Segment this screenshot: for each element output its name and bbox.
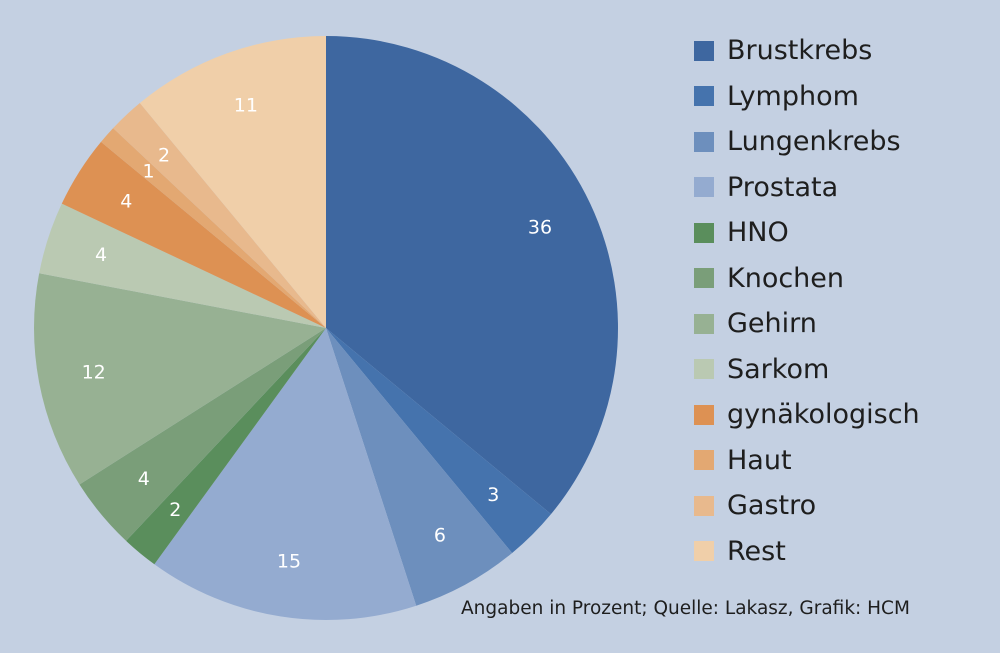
legend-swatch — [694, 222, 714, 243]
legend-item-10: Gastro — [694, 483, 920, 529]
slice-value-label-9: 1 — [143, 161, 155, 183]
legend-label: Lungenkrebs — [727, 126, 901, 158]
legend-item-3: Prostata — [694, 165, 920, 211]
pie-slice-5 — [79, 328, 327, 541]
legend-item-1: Lymphom — [694, 74, 920, 120]
legend-label: HNO — [727, 217, 789, 249]
source-note: Angaben in Prozent; Quelle: Lakasz, Graf… — [461, 598, 910, 619]
legend-item-9: Haut — [694, 438, 920, 484]
legend-swatch — [694, 86, 714, 107]
legend-swatch — [694, 268, 714, 289]
legend-swatch — [694, 131, 714, 152]
legend-swatch — [694, 404, 714, 425]
legend-swatch — [694, 359, 714, 380]
legend: Brustkrebs Lymphom Lungenkrebs Prostata HNO K… — [694, 28, 920, 574]
legend-swatch — [694, 450, 714, 471]
legend-item-11: Rest — [694, 529, 920, 575]
legend-swatch — [694, 495, 714, 516]
legend-label: Gastro — [727, 490, 817, 522]
legend-swatch — [694, 541, 714, 562]
legend-item-2: Lungenkrebs — [694, 119, 920, 165]
legend-item-0: Brustkrebs — [694, 28, 920, 74]
pie-slice-1 — [326, 328, 551, 553]
slice-value-label-10: 2 — [158, 145, 170, 167]
slice-value-label-1: 3 — [487, 484, 499, 506]
pie-slice-3 — [154, 328, 417, 620]
pie-slice-6 — [33, 273, 326, 485]
slice-value-label-6: 12 — [82, 361, 106, 383]
legend-item-6: Gehirn — [694, 301, 920, 347]
legend-label: Gehirn — [727, 308, 817, 340]
pie-slice-9 — [101, 128, 326, 328]
pie-slice-0 — [326, 36, 618, 515]
slice-value-label-0: 36 — [528, 216, 552, 238]
slice-value-label-7: 4 — [95, 244, 107, 266]
slice-value-label-3: 15 — [277, 551, 301, 573]
legend-swatch — [694, 177, 714, 198]
legend-label: Sarkom — [727, 353, 830, 385]
legend-label: Lymphom — [727, 80, 859, 112]
legend-label: Knochen — [727, 262, 845, 294]
legend-label: Brustkrebs — [727, 35, 873, 67]
pie-slice-7 — [39, 203, 327, 328]
pie-slice-4 — [126, 328, 326, 565]
pie-slice-8 — [61, 141, 327, 328]
pie-slice-2 — [326, 328, 513, 606]
pie-slice-11 — [139, 36, 326, 328]
legend-item-7: Sarkom — [694, 347, 920, 393]
legend-item-8: gynäkologisch — [694, 392, 920, 438]
slice-value-label-5: 4 — [138, 468, 150, 490]
legend-label: Haut — [727, 444, 792, 476]
slice-value-label-8: 4 — [120, 190, 132, 212]
legend-label: gynäkologisch — [727, 399, 920, 431]
legend-item-5: Knochen — [694, 256, 920, 302]
slice-value-label-4: 2 — [169, 499, 181, 521]
legend-item-4: HNO — [694, 210, 920, 256]
legend-swatch — [694, 313, 714, 334]
legend-label: Prostata — [727, 171, 839, 203]
pie-slice-10 — [113, 103, 326, 328]
slice-value-label-2: 6 — [434, 524, 446, 546]
legend-label: Rest — [727, 535, 786, 567]
legend-swatch — [694, 40, 714, 61]
slice-value-label-11: 11 — [234, 94, 258, 116]
